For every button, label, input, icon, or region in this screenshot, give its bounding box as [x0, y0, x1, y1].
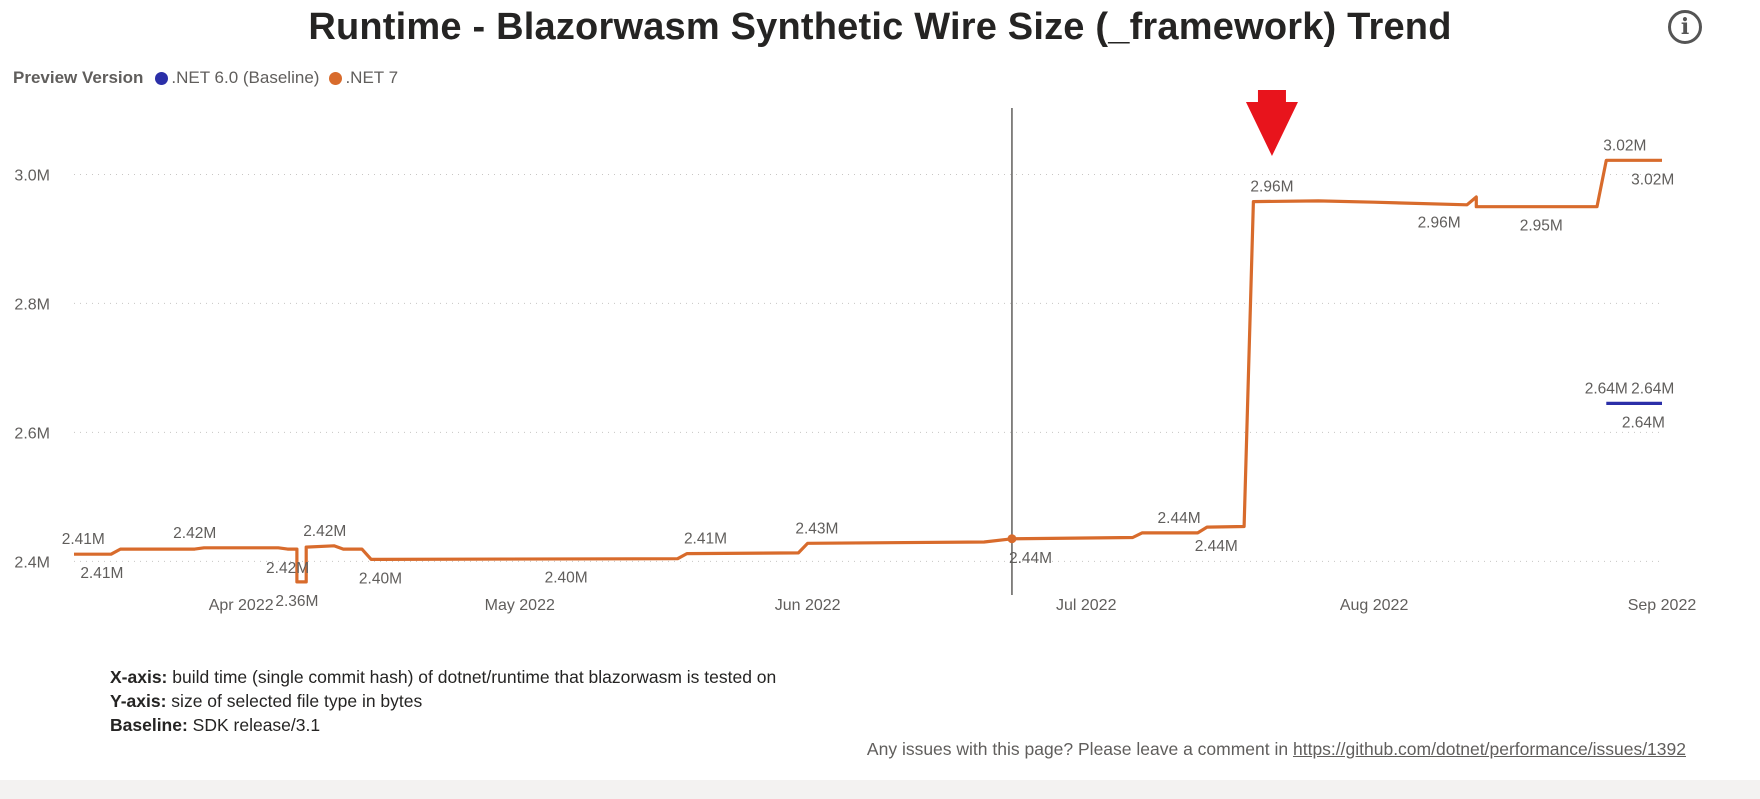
- data-label: 2.41M: [80, 565, 123, 582]
- data-label: 2.64M: [1622, 414, 1665, 431]
- y-tick-label: 2.6M: [14, 425, 50, 442]
- red-arrow-annotation: [1245, 90, 1298, 156]
- line-chart[interactable]: 2.4M 2.6M 2.8M 3.0M Apr 2022 May 2022 Jun 2022…: [0, 90, 1760, 630]
- footer-issue-link[interactable]: https://github.com/dotnet/performance/is…: [1292, 739, 1686, 759]
- x-tick-label: May 2022: [485, 597, 555, 614]
- data-label: 2.41M: [684, 531, 727, 548]
- y-tick-label: 2.4M: [14, 554, 50, 571]
- data-label: 2.42M: [173, 525, 216, 542]
- data-label: 2.42M: [303, 523, 346, 540]
- data-label: 2.43M: [795, 520, 838, 537]
- data-label: 3.02M: [1631, 171, 1674, 188]
- x-tick-label: Jun 2022: [775, 597, 841, 614]
- info-icon[interactable]: i: [1668, 10, 1702, 44]
- data-label: 2.44M: [1009, 550, 1052, 567]
- data-label: 2.40M: [545, 570, 588, 587]
- bottom-strip: [0, 780, 1760, 799]
- footer-text: Any issues with this page? Please leave …: [866, 739, 1293, 759]
- legend-item-net6-baseline[interactable]: .NET 6.0 (Baseline): [155, 68, 319, 88]
- data-label: 2.96M: [1250, 179, 1293, 196]
- data-label: 3.02M: [1603, 137, 1646, 154]
- legend-dot-net6: [155, 71, 169, 85]
- data-label: 2.44M: [1158, 510, 1201, 527]
- data-label: 2.95M: [1520, 218, 1563, 235]
- data-label: 2.40M: [359, 570, 402, 587]
- data-label: 2.41M: [62, 531, 105, 548]
- x-tick-label: Apr 2022: [209, 597, 274, 614]
- data-label: 2.64M: [1631, 380, 1674, 397]
- note-x-axis: X-axis: build time (single commit hash) …: [110, 667, 777, 687]
- note-y-axis: Y-axis: size of selected file type in by…: [110, 691, 423, 711]
- legend-dot-net7: [329, 71, 343, 85]
- axis-notes: X-axis: build time (single commit hash) …: [110, 665, 776, 737]
- legend-label-net7: .NET 7: [345, 68, 399, 87]
- legend-label-net6: .NET 6.0 (Baseline): [171, 68, 320, 87]
- data-label: 2.64M: [1585, 380, 1628, 397]
- data-label: 2.36M: [275, 593, 318, 610]
- series-line-net7: [74, 158, 1662, 584]
- series-point-marker: [1007, 534, 1017, 544]
- data-label: 2.96M: [1418, 214, 1461, 231]
- footer-message: Any issues with this page? Please leave …: [867, 739, 1686, 760]
- legend-item-net7[interactable]: .NET 7: [329, 68, 398, 88]
- y-tick-label: 3.0M: [14, 167, 50, 184]
- data-label: 2.44M: [1195, 538, 1238, 555]
- data-label: 2.42M: [266, 560, 309, 577]
- report-page: Runtime - Blazorwasm Synthetic Wire Size…: [0, 6, 1760, 760]
- legend-title: Preview Version: [13, 68, 144, 87]
- note-baseline: Baseline: SDK release/3.1: [110, 715, 321, 735]
- y-tick-label: 2.8M: [14, 296, 50, 313]
- x-tick-label: Sep 2022: [1628, 597, 1697, 614]
- x-tick-label: Aug 2022: [1340, 597, 1409, 614]
- page-title: Runtime - Blazorwasm Synthetic Wire Size…: [308, 6, 1452, 48]
- x-tick-label: Jul 2022: [1056, 597, 1117, 614]
- legend: Preview Version .NET 6.0 (Baseline) .NET…: [13, 68, 408, 88]
